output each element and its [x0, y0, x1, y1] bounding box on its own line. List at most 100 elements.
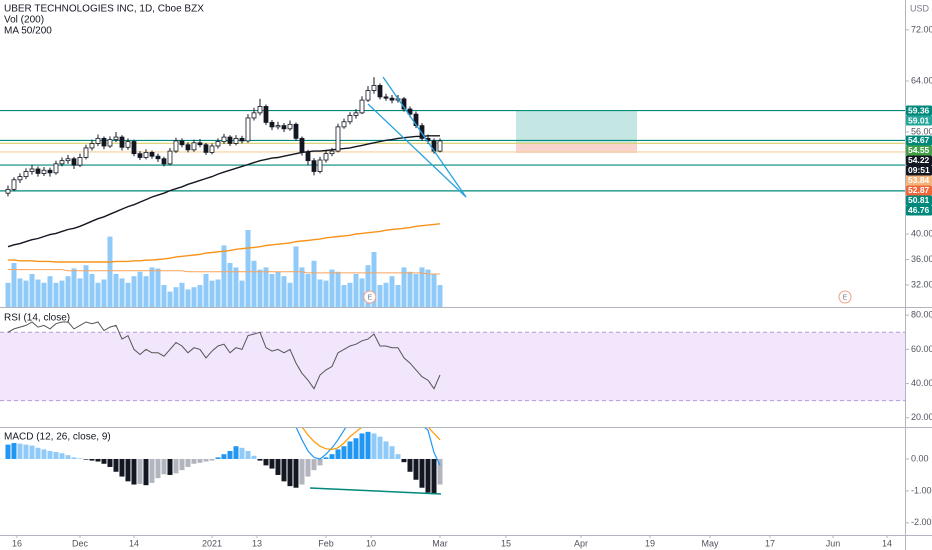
price-label-box: [906, 175, 932, 186]
volume-bar: [299, 267, 305, 307]
volume-bar: [329, 269, 335, 307]
volume-bar: [185, 289, 191, 307]
price-label-box: [906, 135, 932, 146]
volume-bar: [161, 285, 167, 307]
volume-bar: [365, 265, 371, 307]
price-label-box: [906, 165, 932, 176]
volume-bar: [5, 282, 11, 307]
trend-line: [367, 103, 467, 198]
macd-histogram-bar: [101, 458, 107, 464]
volume-bar: [77, 278, 83, 307]
macd-histogram-bar: [383, 441, 389, 459]
volume-bar: [317, 279, 323, 307]
macd-histogram-bar: [245, 450, 251, 459]
macd-histogram-bar: [305, 458, 311, 477]
macd-histogram-bar: [251, 455, 257, 459]
volume-bar: [65, 276, 71, 307]
volume-bar: [53, 282, 59, 307]
candle-body: [359, 99, 365, 114]
candle-body: [173, 140, 179, 152]
candle-body: [77, 157, 83, 166]
candle-body: [419, 125, 425, 139]
volume-bar: [143, 276, 149, 307]
candle-body: [335, 126, 341, 152]
volume-bar: [209, 280, 215, 307]
macd-histogram-bar: [83, 458, 89, 460]
signal-line: [302, 428, 441, 451]
ma-legend: MA 50/200: [4, 26, 52, 37]
macd-histogram-bar: [437, 458, 443, 485]
candle-body: [383, 96, 389, 99]
candle-body: [71, 158, 77, 166]
rsi-line: [7, 321, 441, 390]
x-tick-label: 13: [252, 538, 262, 548]
volume-bar: [35, 279, 41, 307]
x-tick-label: Feb: [318, 538, 334, 548]
macd-histogram-bar: [179, 458, 185, 471]
symbol-title: UBER TECHNOLOGIES INC, 1D, Cboe BZX: [4, 4, 204, 15]
candle-body: [137, 153, 143, 158]
macd-histogram-bar: [239, 447, 245, 459]
y-tick-label: 40.00: [911, 228, 932, 238]
x-tick-label: 14: [129, 538, 139, 548]
candle-body: [389, 97, 395, 101]
macd-histogram-bar: [287, 458, 293, 487]
candle-body: [5, 188, 11, 194]
candle-body: [101, 137, 107, 147]
macd-histogram-bar: [173, 458, 179, 474]
macd-pane: [5, 428, 443, 495]
candle-body: [293, 123, 299, 139]
volume-bar: [353, 274, 359, 307]
x-tick-label: 2021: [202, 538, 222, 548]
macd-histogram-bar: [299, 458, 305, 485]
candle-body: [209, 145, 215, 153]
macd-histogram-bar: [29, 445, 35, 459]
volume-bar: [305, 274, 311, 307]
volume-bar: [371, 252, 377, 307]
macd-histogram-bar: [353, 438, 359, 459]
volume-bar: [311, 260, 317, 307]
macd-histogram-bar: [41, 449, 47, 459]
candle-body: [305, 151, 311, 162]
volume-bar: [101, 279, 107, 307]
macd-histogram-bar: [23, 444, 29, 459]
macd-histogram-bar: [11, 443, 17, 459]
volume-bar: [257, 269, 263, 307]
candle-body: [65, 158, 71, 162]
macd-histogram-bar: [77, 458, 83, 459]
volume-bar: [323, 280, 329, 307]
volume-bar: [377, 285, 383, 307]
moving-average: [8, 223, 441, 263]
price-label-box: [906, 205, 932, 216]
target-zone: [516, 110, 637, 143]
y-tick-label: 80.00: [911, 310, 932, 320]
macd-histogram-bar: [233, 446, 239, 459]
volume-bar: [95, 282, 101, 307]
volume-bar: [149, 267, 155, 307]
candle-body: [341, 121, 347, 128]
volume-bar: [407, 271, 413, 307]
volume-bar: [227, 263, 233, 307]
y-tick-label: 36.00: [911, 254, 932, 264]
volume-bar: [71, 268, 77, 307]
macd-line: [295, 428, 441, 466]
stop-zone: [516, 143, 637, 153]
macd-histogram-bar: [107, 458, 113, 467]
volume-bar: [113, 274, 119, 307]
candle-body: [179, 140, 185, 146]
volume-bar: [401, 267, 407, 307]
candle-body: [227, 136, 233, 144]
volume-bar: [11, 263, 17, 307]
price-label: 59.36: [908, 105, 930, 115]
y-tick-label: 64.00: [911, 75, 932, 85]
price-label: 52.87: [908, 185, 930, 195]
candle-body: [107, 139, 113, 147]
macd-histogram-bar: [161, 458, 167, 475]
y-tick-label: -2.00: [911, 517, 932, 527]
candle-body: [215, 141, 221, 147]
candle-body: [29, 168, 35, 172]
price-label: 09:51: [908, 165, 930, 175]
y-tick-label: 40.00: [911, 378, 932, 388]
